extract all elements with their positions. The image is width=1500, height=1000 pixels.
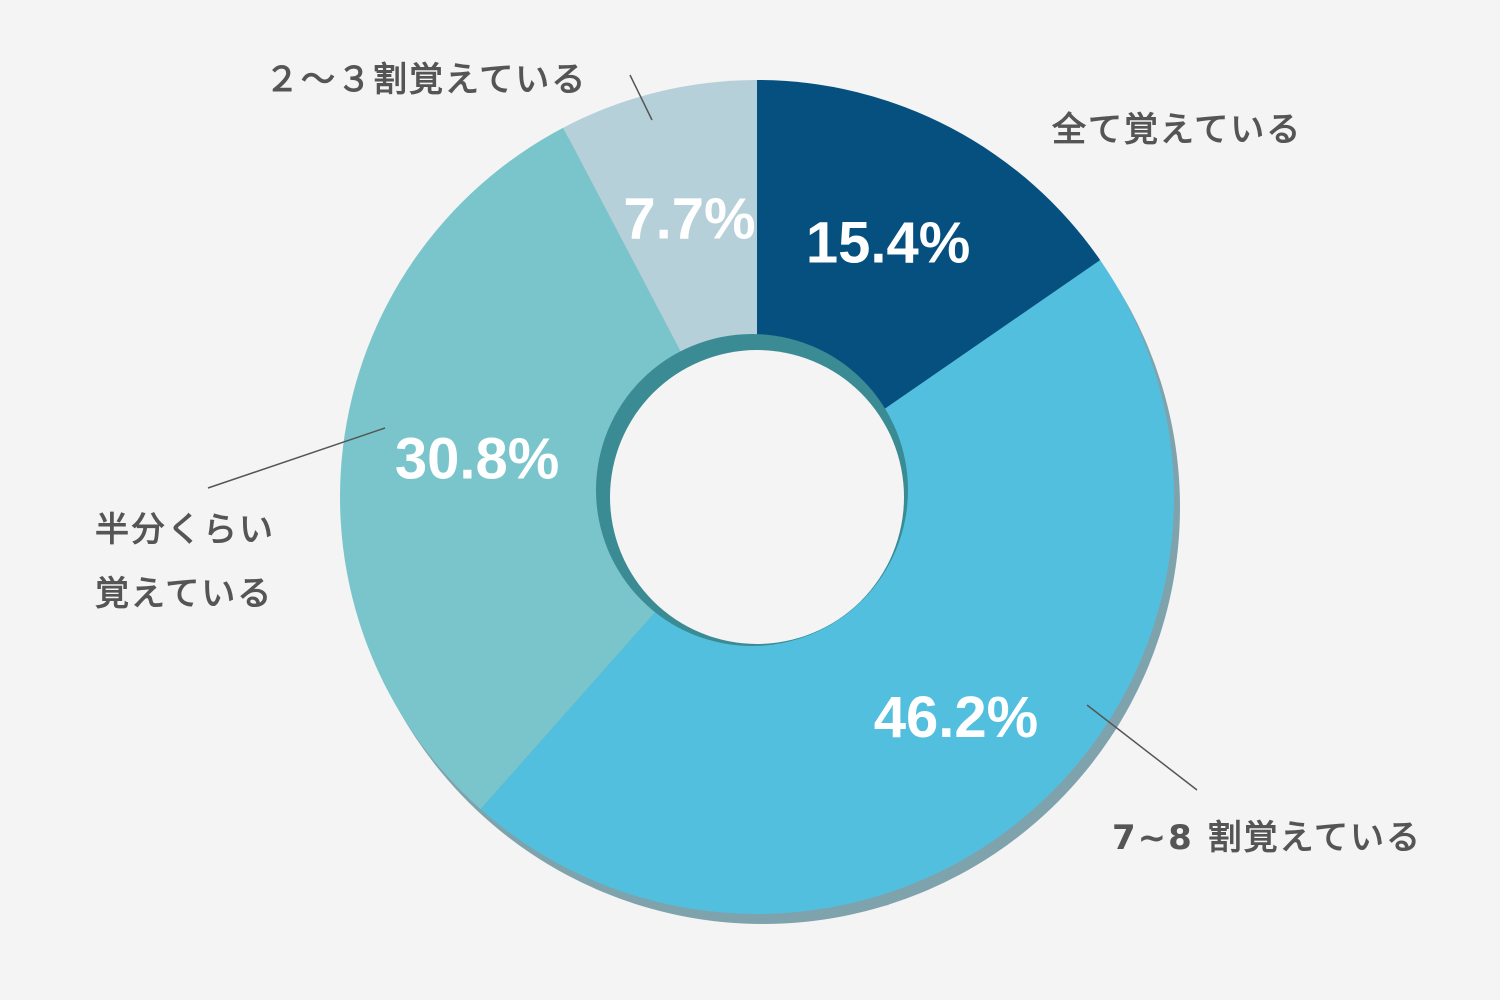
value-label: 46.2% [874, 685, 1038, 750]
leader-line [629, 74, 653, 121]
value-label: 7.7% [623, 187, 755, 252]
hole [610, 350, 904, 644]
leader-line [207, 427, 386, 489]
category-label: 7~8 割覚えている [1112, 818, 1422, 858]
category-label: ２～３割覚えている [265, 60, 588, 100]
leader-line [1086, 704, 1198, 791]
category-label: 半分くらい 覚えている [95, 510, 275, 614]
value-label: 15.4% [806, 211, 970, 276]
value-label: 30.8% [395, 426, 559, 491]
category-label: 全て覚えている [1052, 110, 1303, 150]
donut-segment [339, 127, 757, 810]
leaders [207, 74, 1198, 791]
